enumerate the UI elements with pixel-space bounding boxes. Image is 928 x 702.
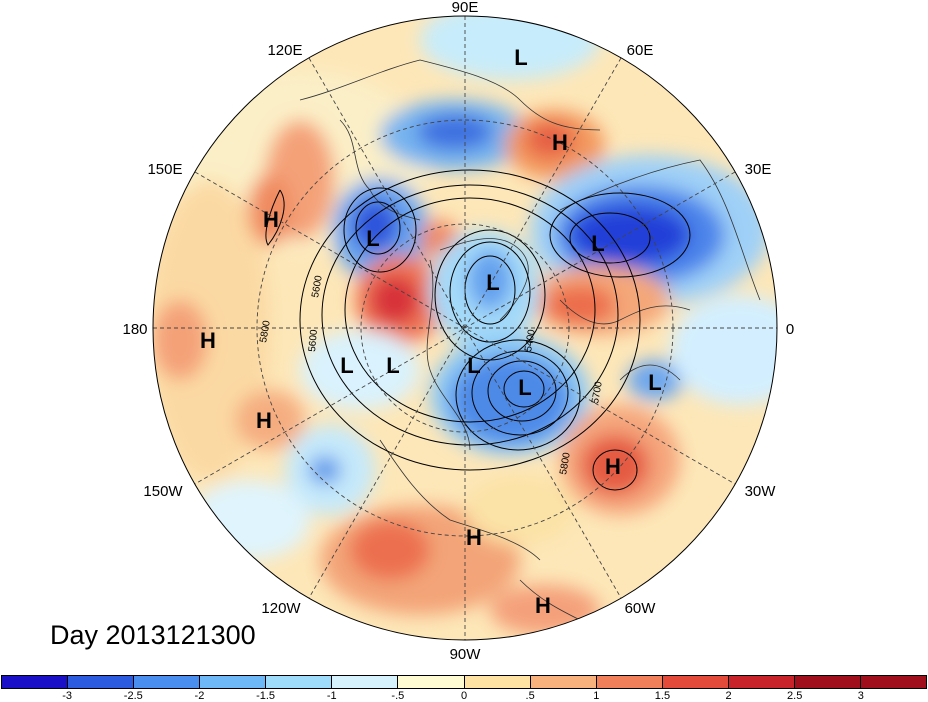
low-center: L	[514, 45, 527, 70]
height-contours	[265, 169, 691, 491]
colorbar-segment	[68, 676, 135, 688]
low-center: L	[648, 370, 661, 395]
colorbar-tick-label: -.5	[391, 690, 405, 702]
colorbar	[1, 675, 927, 689]
low-center: L	[340, 353, 353, 378]
high-center: H	[535, 593, 551, 618]
pressure-centers: L H L L H L L H L L L L H H H H	[200, 45, 662, 618]
colorbar-tick-label: .5	[525, 690, 535, 702]
low-center: L	[518, 375, 531, 400]
contour-label: 5800	[558, 451, 573, 475]
colorbar-tick-label: 1	[593, 690, 600, 702]
colorbar-tick-label: 1.5	[654, 690, 671, 702]
contour-label: 5400	[523, 328, 538, 352]
high-center: H	[605, 454, 621, 479]
contour-label: 5700	[590, 380, 605, 404]
polar-map: 90E 60E 30E 0 30W 60W 90W 120W 150W 180 …	[122, 0, 794, 663]
day-title: Day 2013121300	[50, 620, 256, 650]
colorbar-segment	[398, 676, 465, 688]
high-center: H	[263, 207, 279, 232]
lon-label: 120W	[261, 600, 301, 617]
contour-label: 5600	[310, 274, 325, 298]
colorbar-tick-label: -2.5	[123, 690, 143, 702]
colorbar-segment	[861, 676, 927, 688]
lon-label: 0	[786, 321, 794, 338]
lon-label: 60E	[627, 42, 654, 59]
longitude-labels: 90E 60E 30E 0 30W 60W 90W 120W 150W 180 …	[122, 0, 794, 663]
high-center: H	[466, 525, 482, 550]
contour-label: 5600	[307, 329, 320, 353]
lon-label: 90E	[452, 0, 479, 16]
lon-label: 30W	[745, 483, 777, 500]
colorbar-segment	[332, 676, 399, 688]
lon-label: 180	[122, 321, 147, 338]
lat-lon-grid	[153, 16, 777, 640]
colorbar-segment	[596, 676, 663, 688]
colorbar-tick-label: 3	[857, 690, 864, 702]
colorbar-tick-label: 2	[725, 690, 732, 702]
map-border	[152, 15, 778, 641]
colorbar-segment	[728, 676, 795, 688]
colorbar-segment	[464, 676, 531, 688]
high-center: H	[200, 328, 216, 353]
colorbar-tick-label: -1	[326, 690, 337, 702]
colorbar-segment	[2, 676, 69, 688]
contour-labels: 5600 5800 5600 5400 5700 5800	[258, 274, 605, 475]
low-center: L	[591, 231, 604, 256]
contour-label: 5800	[258, 319, 273, 343]
low-center: L	[467, 353, 480, 378]
colorbar-segment	[200, 676, 267, 688]
colorbar-tick-label: 2.5	[787, 690, 803, 702]
colorbar-segment	[530, 676, 597, 688]
colorbar-tick-label: -3	[62, 690, 73, 702]
lon-label: 60W	[625, 600, 657, 617]
colorbar-segment	[794, 676, 862, 688]
low-center: L	[386, 353, 399, 378]
low-center: L	[486, 270, 499, 295]
high-center: H	[552, 130, 568, 155]
lon-label: 90W	[450, 646, 482, 663]
colorbar-tick-label: -2	[194, 690, 205, 702]
lon-label: 120E	[267, 42, 302, 59]
low-center: L	[366, 226, 379, 251]
lon-label: 150E	[147, 161, 182, 178]
colorbar-segment	[662, 676, 729, 688]
lon-label: 30E	[745, 161, 772, 178]
colorbar-tick-label: 0	[460, 690, 468, 702]
lon-label: 150W	[143, 483, 183, 500]
colorbar-segment	[134, 676, 201, 688]
colorbar-segment	[266, 676, 333, 688]
colorbar-tick-label: -1.5	[256, 690, 276, 702]
high-center: H	[256, 408, 272, 433]
